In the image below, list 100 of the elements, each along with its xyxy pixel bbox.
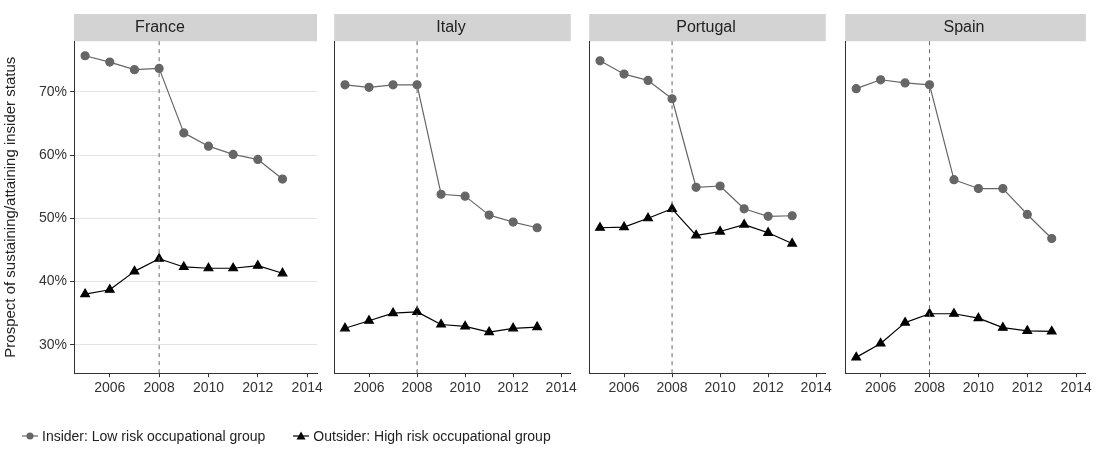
point: [436, 189, 446, 199]
point: [1022, 325, 1033, 334]
point: [203, 262, 214, 272]
x-tick-label: 2008: [913, 379, 946, 396]
point: [851, 84, 861, 94]
point: [900, 317, 911, 326]
point: [900, 78, 910, 88]
point: [924, 308, 935, 317]
point: [1047, 233, 1057, 244]
chart-title: Portugal: [676, 18, 736, 36]
point: [715, 225, 726, 235]
point: [253, 154, 263, 165]
point: [460, 191, 470, 201]
point: [1022, 209, 1032, 220]
x-tick-label: 2010: [962, 379, 995, 396]
point: [924, 80, 935, 90]
point: [667, 94, 677, 104]
point: [129, 265, 140, 275]
point: [739, 204, 749, 214]
point: [340, 80, 350, 90]
point: [787, 237, 798, 247]
point: [973, 183, 984, 194]
chart-title: France: [135, 18, 185, 36]
point: [643, 75, 653, 86]
x-tick-label: 2008: [656, 379, 688, 396]
x-tick-label: 2012: [1011, 379, 1044, 396]
point: [436, 318, 447, 328]
point: [763, 211, 773, 221]
y-tick-label: 60%: [38, 145, 67, 162]
point: [129, 65, 140, 75]
y-tick-label: 30%: [38, 335, 67, 352]
point: [364, 82, 374, 92]
point: [80, 288, 91, 298]
point: [484, 210, 494, 220]
point: [949, 175, 959, 185]
point: [595, 222, 605, 231]
point: [619, 221, 629, 231]
y-tick-label: 40%: [38, 272, 67, 289]
point: [949, 308, 959, 317]
point: [154, 63, 164, 73]
x-tick-label: 2014: [291, 379, 323, 396]
point: [412, 80, 422, 90]
x-tick-label: 2010: [704, 379, 736, 396]
point: [277, 267, 288, 277]
x-tick-label: 2006: [865, 379, 897, 396]
point: [1046, 325, 1057, 335]
point: [340, 322, 350, 332]
y-tick-label: 50%: [38, 209, 67, 226]
point: [104, 284, 115, 293]
point: [876, 75, 886, 85]
point: [643, 212, 653, 222]
legend-label: Outsider: High risk occupational group: [313, 428, 551, 444]
point: [228, 262, 239, 272]
point: [875, 337, 886, 347]
point: [277, 174, 288, 184]
point: [997, 322, 1008, 331]
point: [787, 211, 797, 221]
point: [619, 69, 629, 79]
x-tick-label: 2014: [545, 379, 577, 396]
x-tick-label: 2012: [752, 379, 784, 396]
point: [80, 51, 90, 61]
x-tick-label: 2006: [608, 379, 640, 396]
x-tick-label: 2006: [94, 379, 126, 396]
point: [228, 149, 238, 159]
point: [715, 181, 725, 191]
point: [595, 56, 605, 66]
x-tick-label: 2014: [1060, 379, 1092, 396]
point: [532, 321, 543, 331]
x-tick-label: 2008: [401, 379, 433, 396]
x-tick-label: 2010: [192, 379, 225, 396]
point: [203, 141, 214, 151]
chart-title: Italy: [436, 18, 466, 36]
y-tick-label: 70%: [38, 82, 67, 99]
point: [998, 183, 1008, 194]
point: [973, 312, 984, 322]
point: [691, 182, 701, 192]
point: [484, 326, 495, 336]
x-tick-label: 2012: [242, 379, 274, 396]
point: [179, 128, 189, 138]
point: [178, 261, 189, 271]
chart-title: Spain: [943, 18, 985, 36]
point: [252, 260, 263, 269]
legend-label: Insider: Low risk occupational group: [42, 428, 266, 444]
point: [388, 307, 398, 317]
x-tick-label: 2006: [353, 379, 385, 396]
y-axis-title: Prospect of sustaining/attaining insider status: [1, 56, 19, 358]
x-tick-label: 2014: [800, 379, 832, 396]
point: [508, 322, 519, 332]
point: [364, 315, 374, 324]
point: [460, 320, 471, 330]
point: [691, 229, 702, 239]
point: [532, 223, 542, 233]
point: [851, 351, 862, 361]
x-tick-label: 2008: [143, 379, 175, 396]
x-tick-label: 2012: [497, 379, 529, 396]
point: [763, 227, 774, 236]
point: [739, 218, 750, 228]
point: [388, 80, 398, 90]
point: [508, 217, 518, 227]
point: [105, 57, 115, 67]
